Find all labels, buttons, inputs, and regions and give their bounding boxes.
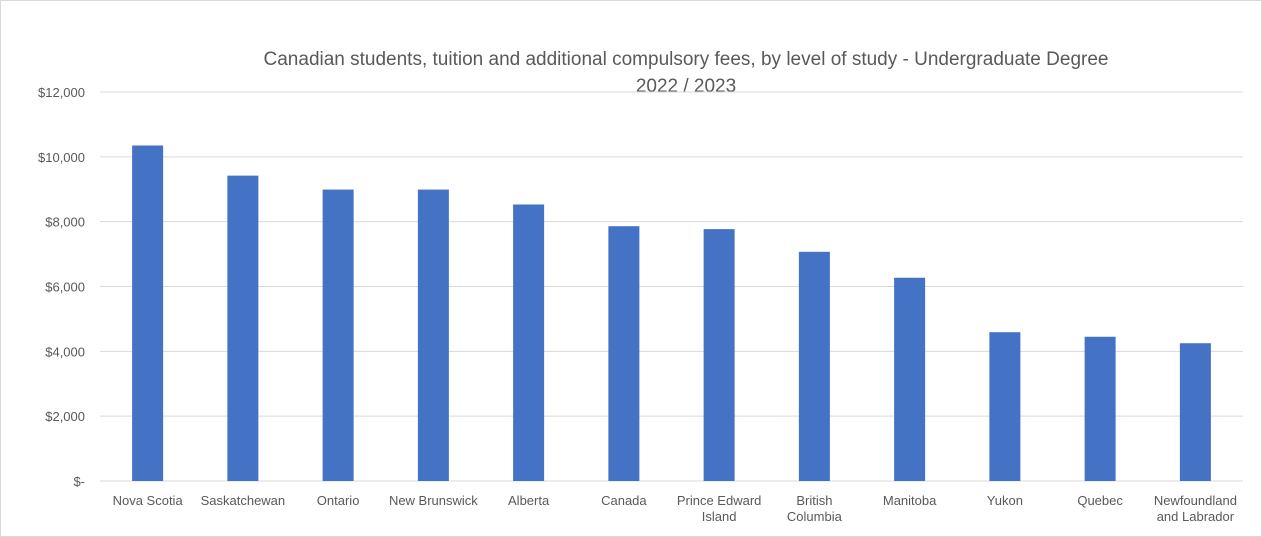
x-category-label: Canada (601, 493, 647, 508)
x-category-label: Alberta (508, 493, 550, 508)
bars (132, 145, 1211, 482)
x-category-label: Yukon (987, 493, 1023, 508)
x-category-label: Prince Edward Island (677, 493, 762, 524)
bar (989, 332, 1021, 481)
x-category-label: Nova Scotia (113, 493, 184, 508)
bar (132, 145, 164, 482)
x-category-label: New Brunswick (389, 493, 478, 508)
chart-title: Canadian students, tuition and additiona… (263, 49, 1109, 70)
y-tick-label: $10,000 (38, 150, 85, 165)
x-category-label: Manitoba (883, 493, 937, 508)
bar (1084, 336, 1116, 481)
bar (608, 226, 640, 481)
bar (703, 229, 735, 481)
bar (894, 277, 926, 481)
y-tick-label: $6,000 (45, 280, 85, 295)
x-category-label: Ontario (317, 493, 360, 508)
x-axis-category-labels: Nova Scotia Saskatchewan Ontario New Brunsw… (113, 493, 1237, 524)
y-tick-label: $12,000 (38, 85, 85, 100)
bar (513, 204, 545, 481)
y-tick-label: $- (73, 474, 85, 489)
bar (227, 175, 259, 481)
y-tick-label: $8,000 (45, 215, 85, 230)
y-tick-label: $2,000 (45, 409, 85, 424)
y-axis-tick-labels: $12,000 $10,000 $8,000 $6,000 $4,000 $2,000 $- (38, 85, 85, 489)
bar (798, 251, 830, 481)
y-tick-label: $4,000 (45, 344, 85, 359)
bar (1179, 343, 1211, 481)
x-category-label: British Columbia (787, 493, 843, 524)
x-category-label: Newfoundland and Labrador (1154, 493, 1237, 524)
x-category-label: Saskatchewan (201, 493, 286, 508)
gridlines (100, 91, 1243, 482)
bar (417, 189, 449, 482)
x-category-label: Quebec (1077, 493, 1123, 508)
bar (322, 189, 354, 482)
